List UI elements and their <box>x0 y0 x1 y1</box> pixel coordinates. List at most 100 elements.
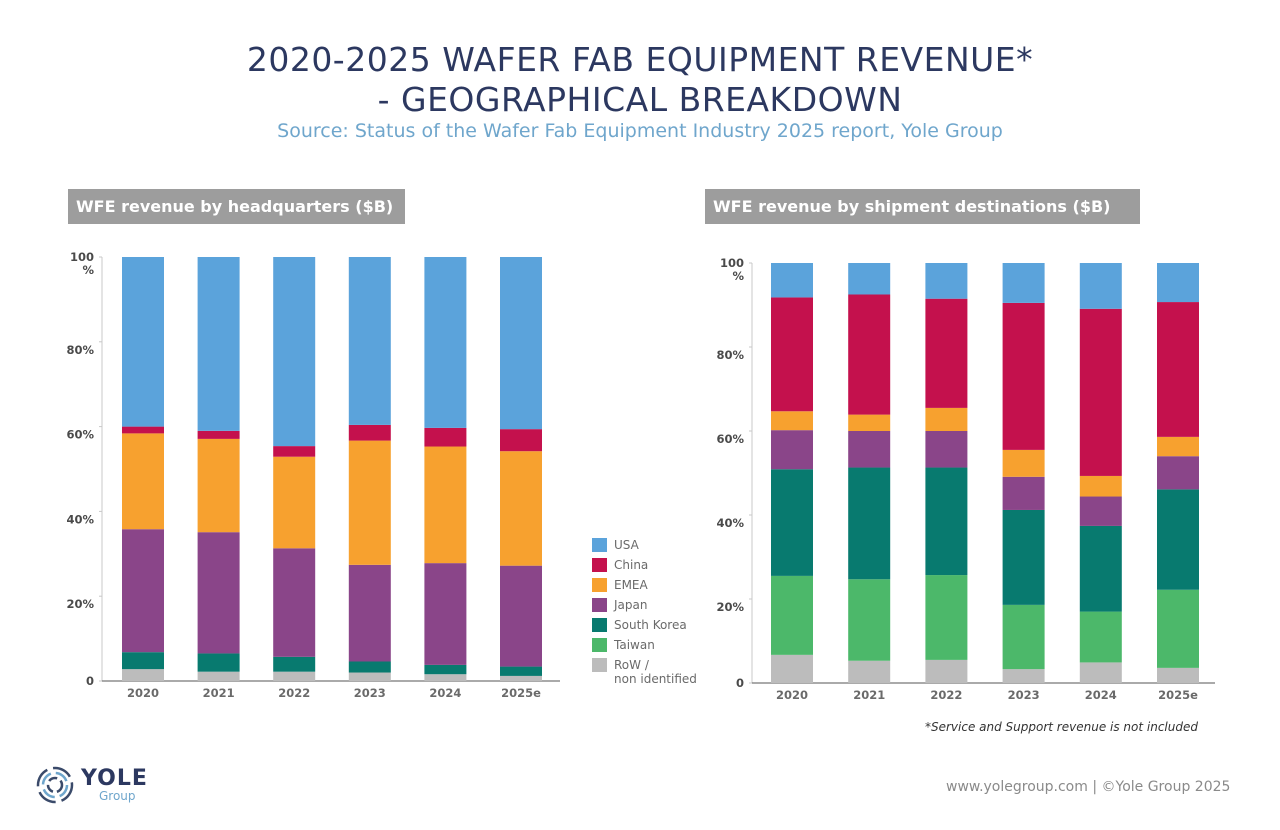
legend-label: USA <box>614 538 639 552</box>
page-subtitle: Source: Status of the Wafer Fab Equipmen… <box>277 120 1003 142</box>
legend-item-japan: Japan <box>592 598 697 618</box>
page-title-line-1: 2020-2025 WAFER FAB EQUIPMENT REVENUE* <box>246 40 1034 79</box>
bar-segment-usa <box>1079 263 1122 309</box>
bar-segment-south-korea <box>273 656 316 672</box>
bar-segment-china <box>925 298 968 408</box>
yole-logo-icon <box>36 766 74 804</box>
y-tick-label: 80% <box>716 348 744 362</box>
x-tick-label: 2024 <box>1085 688 1117 702</box>
bar-segment-japan <box>1079 496 1122 526</box>
y-tick-label: 20% <box>716 600 744 614</box>
bar-segment-usa <box>1157 263 1199 303</box>
bar-segment-row <box>273 671 316 681</box>
bar-segment-usa <box>348 257 391 425</box>
bar-segment-china <box>424 427 467 447</box>
bar-segment-emea <box>771 411 813 431</box>
x-tick-label: 2021 <box>853 688 885 702</box>
footer-copyright: www.yolegroup.com | ©Yole Group 2025 <box>946 779 1231 795</box>
x-tick-label: 2020 <box>127 686 159 700</box>
bar-segment-south-korea <box>925 467 968 576</box>
y-tick-label: 40% <box>716 516 744 530</box>
bar-segment-south-korea <box>500 666 542 676</box>
x-tick-label: 2023 <box>1008 688 1040 702</box>
bar-segment-south-korea <box>1002 509 1045 605</box>
bar-segment-usa <box>122 257 164 427</box>
bar-segment-south-korea <box>1157 489 1199 590</box>
bar-segment-emea <box>197 438 240 533</box>
y-tick-label: 100 <box>720 256 744 270</box>
x-tick-label: 2022 <box>930 688 962 702</box>
x-tick-label: 2020 <box>776 688 808 702</box>
legend-item-row: RoW / non identified <box>592 658 697 690</box>
bar-segment-emea <box>1157 436 1199 457</box>
x-tick-label: 2022 <box>278 686 310 700</box>
bar-segment-south-korea <box>1079 525 1122 612</box>
legend-label: Japan <box>614 598 648 612</box>
y-tick-label: 100 <box>70 250 94 264</box>
bar-segment-japan <box>273 548 316 657</box>
bar-segment-china <box>197 430 240 439</box>
bar-segment-taiwan <box>925 575 968 660</box>
bar-segment-row <box>348 672 391 681</box>
bar-segment-south-korea <box>771 469 813 576</box>
bar-segment-taiwan <box>1079 611 1122 663</box>
bar-segment-emea <box>1079 475 1122 497</box>
chart-title-shipment-destinations: WFE revenue by shipment destinations ($B… <box>705 189 1140 224</box>
bar-segment-japan <box>500 565 542 667</box>
logo-subtext: Group <box>99 789 136 803</box>
bar-segment-japan <box>771 430 813 470</box>
legend-item-usa: USA <box>592 538 697 558</box>
legend-label: Taiwan <box>614 638 655 652</box>
bar-segment-taiwan <box>848 579 891 661</box>
bar-segment-china <box>1079 308 1122 476</box>
chart-0: 0 20% 40% 60% 80% 100% 2020 2021 2022 2023 2024 202… <box>66 250 560 700</box>
legend-swatch <box>592 658 607 672</box>
y-tick-label: 40% <box>66 512 94 526</box>
y-tick-label: 80% <box>66 343 94 357</box>
bar-segment-south-korea <box>197 653 240 672</box>
bar-segment-emea <box>122 433 164 530</box>
page-title-line-2: - GEOGRAPHICAL BREAKDOWN <box>377 80 903 119</box>
bar-segment-south-korea <box>848 467 891 580</box>
x-tick-label: 2021 <box>203 686 235 700</box>
bar-segment-emea <box>424 446 467 564</box>
bar-segment-emea <box>925 407 968 431</box>
bar-segment-china <box>1002 302 1045 450</box>
bar-segment-row <box>1157 667 1199 683</box>
bar-segment-emea <box>1002 449 1045 477</box>
legend-item-taiwan: Taiwan <box>592 638 697 658</box>
bar-segment-china <box>273 446 316 457</box>
x-tick-label: 2025e <box>1158 688 1198 702</box>
chart-1: 0 20% 40% 60% 80% 100% 2020 2021 2022 2023 2024 202… <box>716 256 1215 702</box>
bar-segment-usa <box>273 257 316 447</box>
bar-segment-emea <box>848 414 891 431</box>
bar-segment-japan <box>424 563 467 665</box>
bar-segment-china <box>348 424 391 441</box>
bar-segment-row <box>848 660 891 683</box>
legend-label: South Korea <box>614 618 687 632</box>
bar-segment-south-korea <box>424 664 467 675</box>
legend-swatch <box>592 538 607 552</box>
x-tick-label: 2024 <box>429 686 461 700</box>
bar-segment-usa <box>848 263 891 295</box>
bar-segment-taiwan <box>1002 604 1045 670</box>
bar-segment-emea <box>273 456 316 549</box>
bar-segment-china <box>848 294 891 415</box>
legend-swatch <box>592 598 607 612</box>
legend-swatch <box>592 638 607 652</box>
logo-wordmark: YOLE <box>81 766 148 791</box>
legend-item-emea: EMEA <box>592 578 697 598</box>
x-tick-label: 2025e <box>501 686 541 700</box>
bar-segment-taiwan <box>1157 589 1199 668</box>
legend-swatch <box>592 558 607 572</box>
footnote: *Service and Support revenue is not incl… <box>925 720 1198 734</box>
bar-segment-japan <box>348 564 391 662</box>
bar-segment-usa <box>1002 263 1045 303</box>
legend-label: EMEA <box>614 578 648 592</box>
legend-item-south-korea: South Korea <box>592 618 697 638</box>
legend-swatch <box>592 618 607 632</box>
bar-segment-japan <box>1002 476 1045 510</box>
legend-label: RoW / non identified <box>614 658 697 686</box>
bar-segment-japan <box>122 529 164 653</box>
